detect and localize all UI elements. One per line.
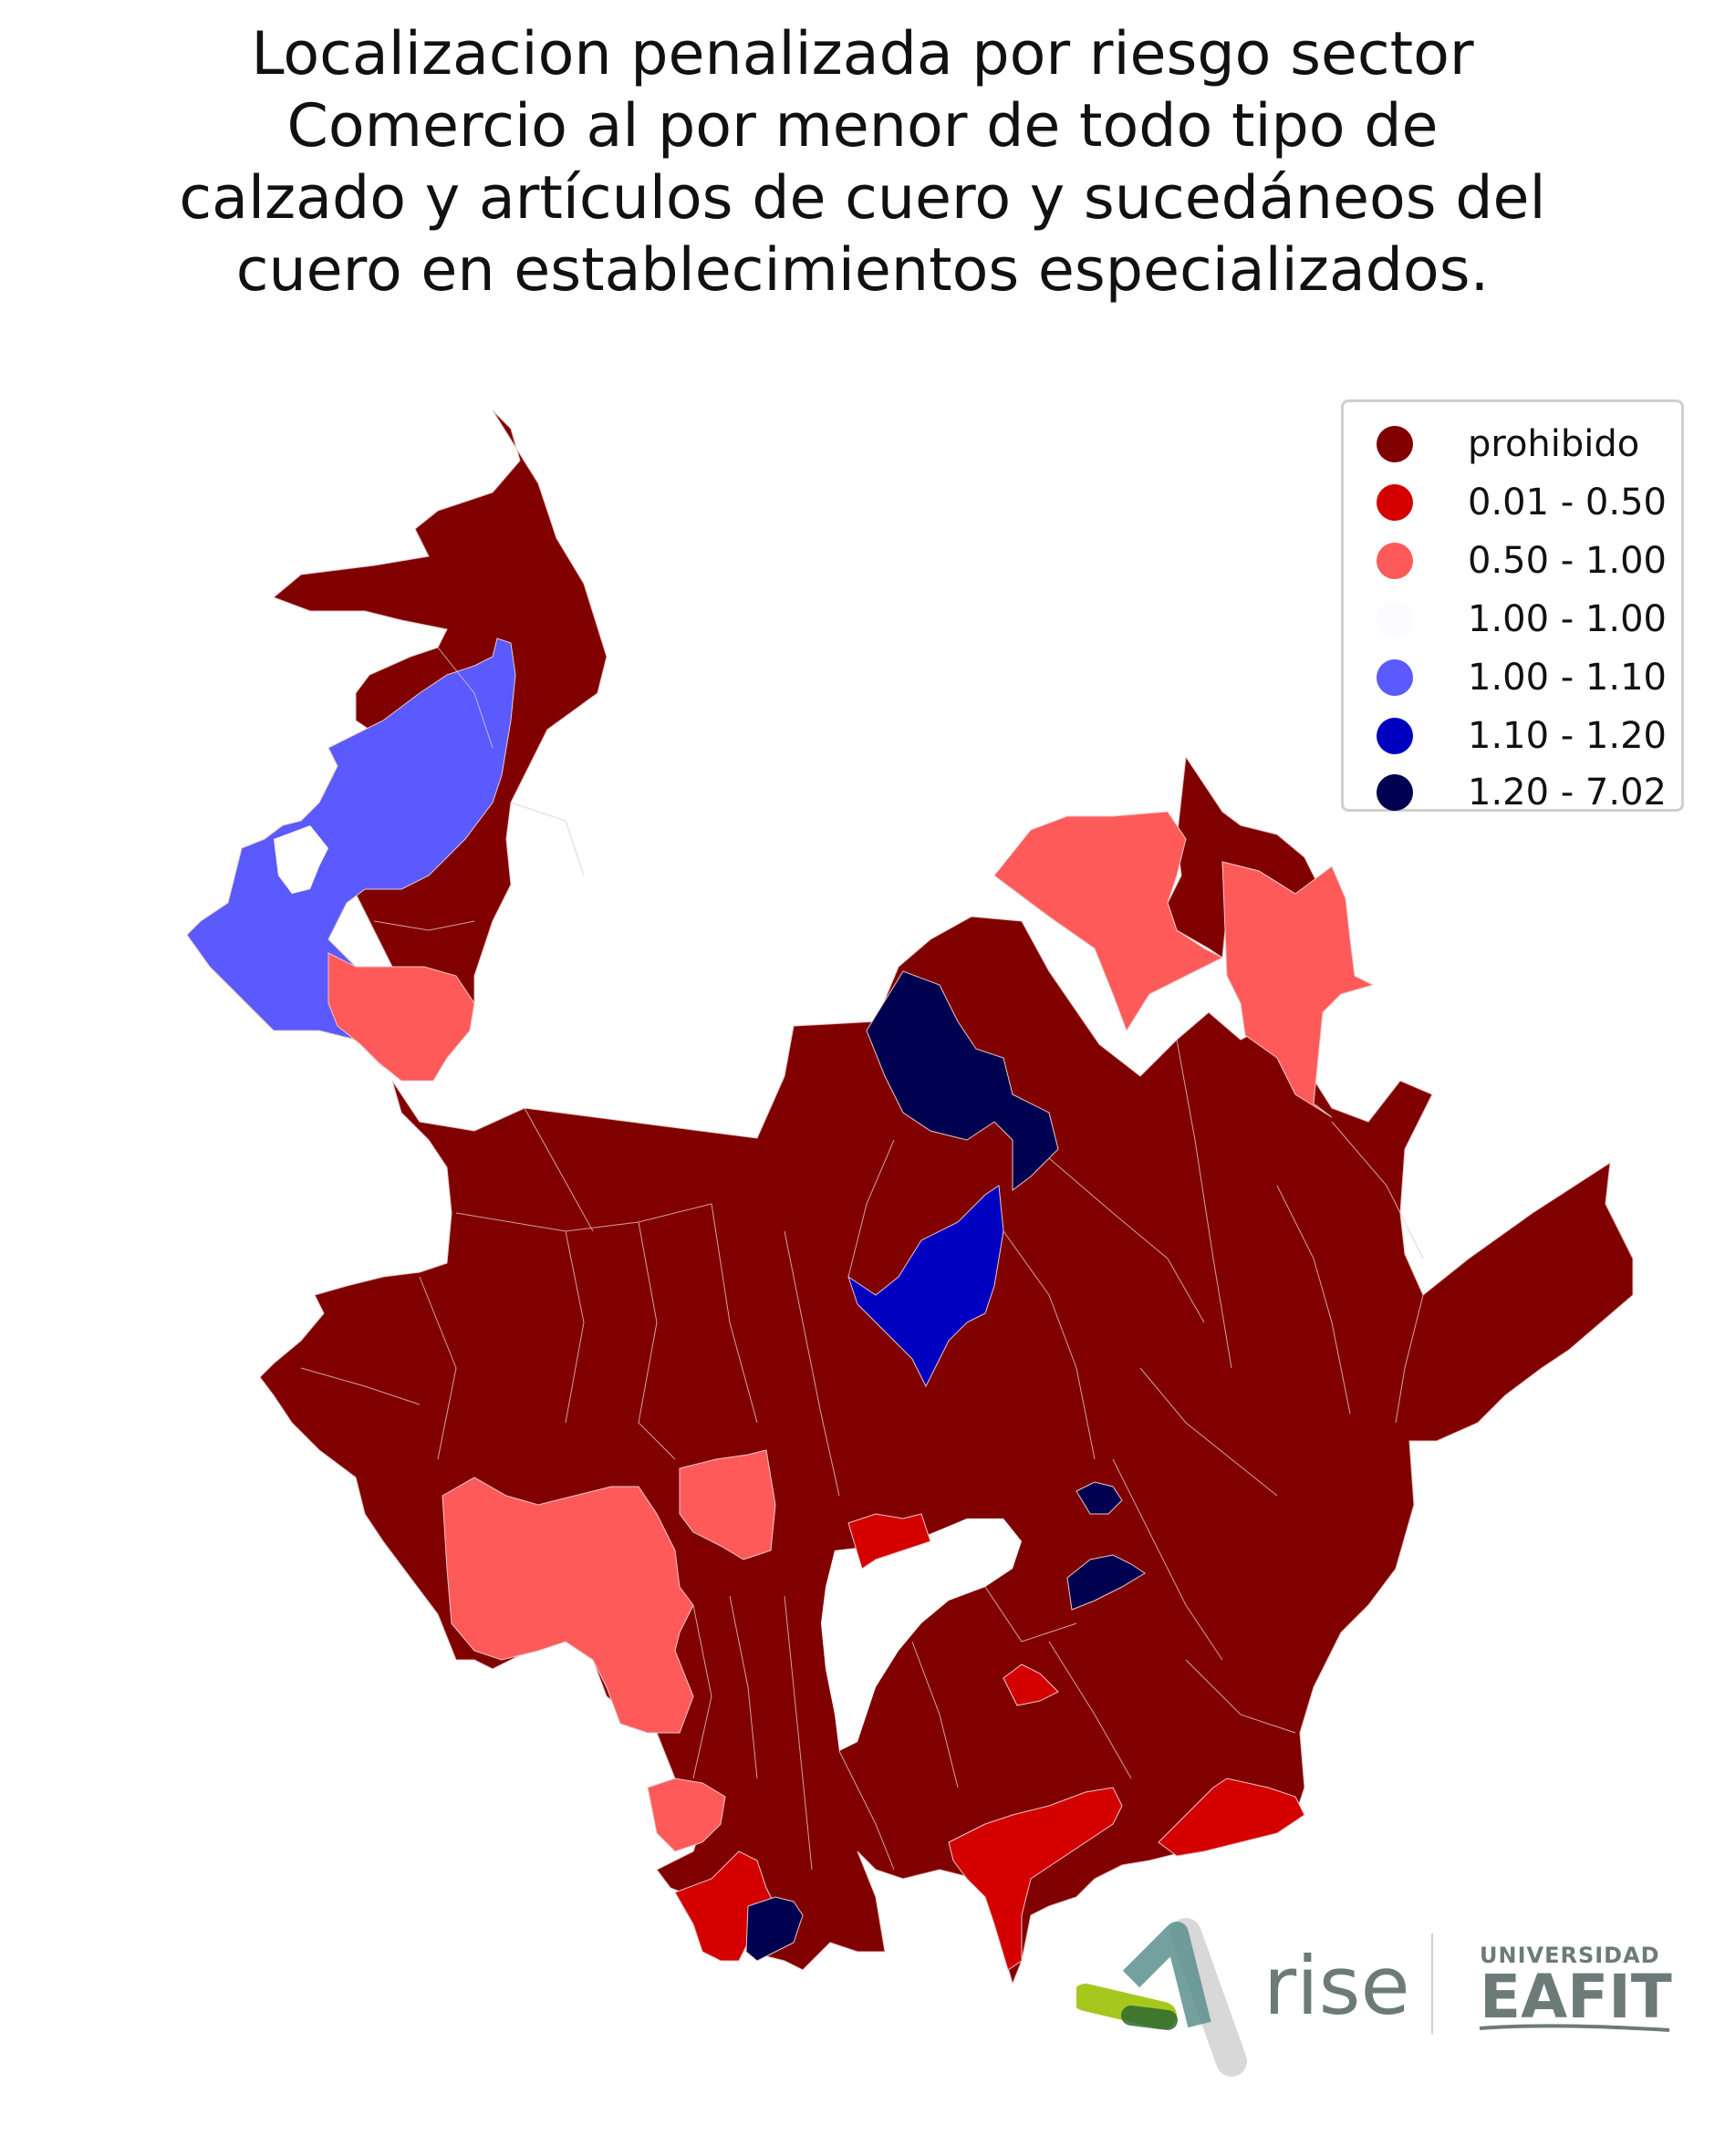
title-line-4: cuero en establecimientos especializados… [235,236,1490,305]
region-light-red-southwest [647,1778,726,1852]
legend-label: 1.20 - 7.02 [1468,772,1667,814]
legend-item: 1.10 - 1.20 [1344,710,1681,765]
rise-logo-icon [1076,1918,1247,2077]
legend-marker [1377,601,1413,637]
legend-label: 1.00 - 1.10 [1468,657,1667,699]
rise-logo-text: rise [1263,1939,1410,2033]
legend-marker [1377,774,1413,811]
legend-marker [1377,426,1413,462]
eafit-logo-top: UNIVERSIDAD [1480,1943,1660,1968]
region-navy-east-1 [1076,1481,1123,1515]
eafit-logo-main: EAFIT [1480,1962,1672,2032]
legend-label: 1.10 - 1.20 [1468,715,1667,757]
title-line-3: calzado y artículos de cuero y sucedáneo… [179,164,1546,233]
legend-marker [1377,543,1413,579]
region-red-center [847,1513,931,1570]
title-line-1: Localizacion penalizada por riesgo secto… [251,20,1474,88]
gulf-hole [274,825,328,894]
region-light-red-coast [327,952,475,1082]
municipal-boundaries [300,647,1424,1871]
region-light-red-west [442,1477,694,1734]
legend-item: prohibido [1344,419,1681,473]
reservoir-hole [821,1519,1022,1751]
map-legend: prohibido 0.01 - 0.50 0.50 - 1.00 1.00 -… [1341,399,1684,813]
region-red-southeast [1158,1778,1305,1857]
legend-marker [1377,484,1413,521]
legend-item: 1.20 - 7.02 [1344,767,1681,822]
logos: rise UNIVERSIDAD EAFIT [1076,1918,1672,2077]
legend-item: 1.00 - 1.00 [1344,594,1681,648]
region-navy-north [866,970,1059,1191]
legend-item: 0.01 - 0.50 [1344,477,1681,532]
region-light-red-north [993,811,1224,1032]
region-light-red-center [679,1449,776,1560]
title-line-2: Comercio al por menor de todo tipo de [286,92,1439,161]
region-blue-center [847,1185,1004,1388]
region-navy-southwest [745,1896,804,1962]
legend-marker [1377,718,1413,754]
legend-label: 0.50 - 1.00 [1468,540,1667,582]
region-navy-east-2 [1066,1554,1146,1611]
legend-label: 0.01 - 0.50 [1468,482,1667,523]
map-title: Localizacion penalizada por riesgo secto… [0,18,1725,306]
legend-item: 1.00 - 1.10 [1344,652,1681,707]
region-red-south [948,1787,1123,1971]
legend-marker [1377,659,1413,696]
legend-label: 1.00 - 1.00 [1468,598,1667,640]
region-red-small-south [1003,1664,1059,1706]
legend-item: 0.50 - 1.00 [1344,535,1681,590]
legend-label: prohibido [1468,423,1640,465]
region-light-red-northeast [1221,861,1375,1118]
